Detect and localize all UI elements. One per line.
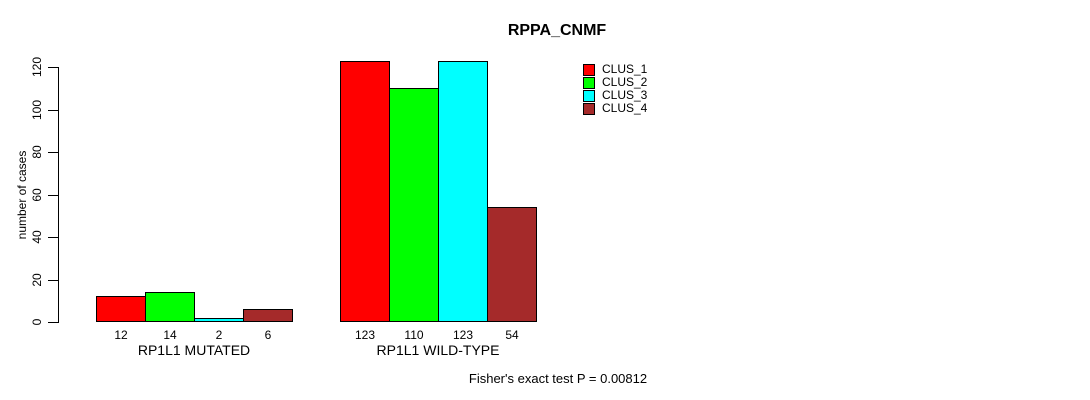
y-axis-tick-label: 20 <box>30 273 44 287</box>
y-axis-line <box>58 67 59 323</box>
y-axis-tick-label: 80 <box>30 145 44 159</box>
legend-label: CLUS_4 <box>602 101 648 115</box>
legend-swatch <box>583 64 595 76</box>
y-axis-tick-label: 60 <box>30 188 44 202</box>
bar-value-label: 110 <box>404 328 424 342</box>
bar <box>389 88 439 322</box>
legend-swatch <box>583 77 595 89</box>
legend-label: CLUS_2 <box>602 75 648 89</box>
x-axis-group-label: RP1L1 MUTATED <box>137 342 251 358</box>
bar-value-label: 2 <box>215 328 223 342</box>
legend-label: CLUS_3 <box>602 88 648 102</box>
y-axis-tick-label: 40 <box>30 230 44 244</box>
bar <box>243 309 293 322</box>
bar <box>145 292 195 322</box>
chart-title: RPPA_CNMF <box>507 22 607 39</box>
bar-value-label: 6 <box>264 328 272 342</box>
legend-label: CLUS_1 <box>602 62 648 76</box>
y-axis-tick <box>48 322 58 323</box>
y-axis-tick-label: 0 <box>30 318 44 326</box>
bar-value-label: 54 <box>505 328 519 342</box>
fisher-test-footnote: Fisher's exact test P = 0.00812 <box>468 371 648 386</box>
bar <box>340 61 390 322</box>
bar-value-label: 123 <box>354 328 376 342</box>
x-axis-group-label: RP1L1 WILD-TYPE <box>376 342 500 358</box>
y-axis-tick-label: 120 <box>30 56 44 78</box>
bar <box>194 318 244 322</box>
bar-value-label: 123 <box>452 328 474 342</box>
bar <box>487 207 537 322</box>
bar <box>438 61 488 322</box>
y-axis-tick <box>48 152 58 153</box>
y-axis-tick <box>48 237 58 238</box>
bar-value-label: 12 <box>114 328 128 342</box>
y-axis-tick <box>48 110 58 111</box>
bar-value-label: 14 <box>163 328 177 342</box>
y-axis-tick <box>48 67 58 68</box>
y-axis-tick <box>48 280 58 281</box>
bar <box>96 296 146 322</box>
legend-swatch <box>583 90 595 102</box>
y-axis-tick-label: 100 <box>30 99 44 121</box>
legend-swatch <box>583 103 595 115</box>
y-axis-tick <box>48 195 58 196</box>
